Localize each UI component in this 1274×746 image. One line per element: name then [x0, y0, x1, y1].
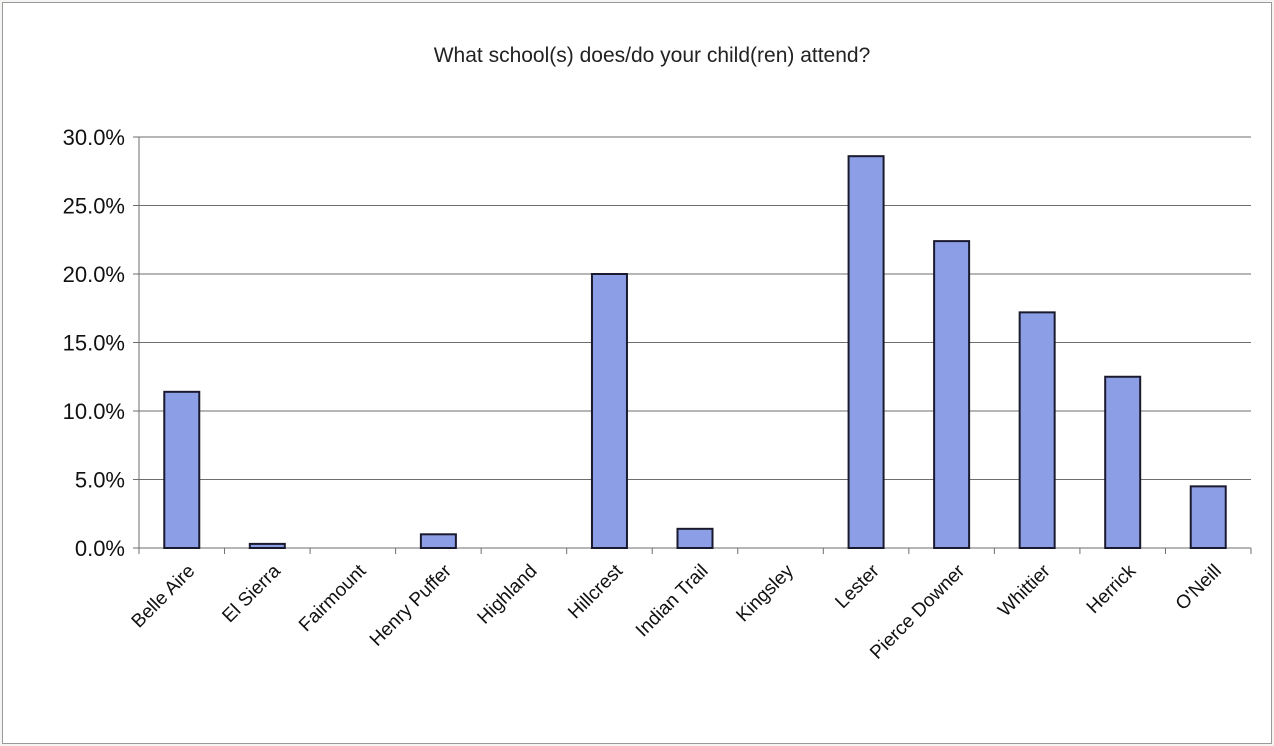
axes — [133, 136, 1252, 554]
y-tick-label: 5.0% — [75, 468, 125, 493]
bar — [676, 527, 714, 550]
x-tick-label: Henry Puffer — [366, 560, 456, 650]
y-tick-label: 15.0% — [63, 331, 125, 356]
x-tick-label: Whittier — [994, 560, 1055, 621]
y-tick-label: 20.0% — [63, 262, 125, 287]
x-tick-label: El Sierra — [218, 560, 285, 627]
x-tick-label: O'Neill — [1172, 561, 1226, 615]
x-tick-label: Herrick — [1083, 560, 1141, 618]
bar — [1189, 485, 1227, 550]
bar — [419, 533, 457, 549]
y-axis-ticks: 0.0% 5.0% 10.0% 15.0% 20.0% 25.0% 30.0% — [63, 125, 125, 561]
bar — [933, 240, 971, 549]
bar — [1104, 375, 1142, 549]
bar — [1018, 311, 1056, 549]
y-tick-label: 0.0% — [75, 536, 125, 561]
bar — [248, 542, 286, 550]
gridlines — [139, 136, 1251, 480]
y-tick-label: 10.0% — [63, 399, 125, 424]
y-tick-label: 30.0% — [63, 125, 125, 150]
chart-title: What school(s) does/do your child(ren) a… — [434, 44, 871, 67]
y-tick-label: 25.0% — [63, 194, 125, 219]
bar-chart: What school(s) does/do your child(ren) a… — [63, 44, 1252, 664]
x-tick-label: Kingsley — [732, 560, 798, 626]
x-tick-label: Indian Trail — [632, 561, 713, 642]
x-tick-label: Belle Aire — [128, 561, 200, 633]
x-tick-label: Hillcrest — [564, 560, 627, 623]
bar — [847, 155, 885, 549]
x-tick-label: Highland — [474, 561, 542, 629]
bar — [590, 273, 628, 549]
x-tick-label: Fairmount — [295, 560, 371, 636]
x-tick-label: Lester — [831, 560, 884, 613]
bar — [163, 390, 201, 549]
bars — [163, 155, 1227, 550]
